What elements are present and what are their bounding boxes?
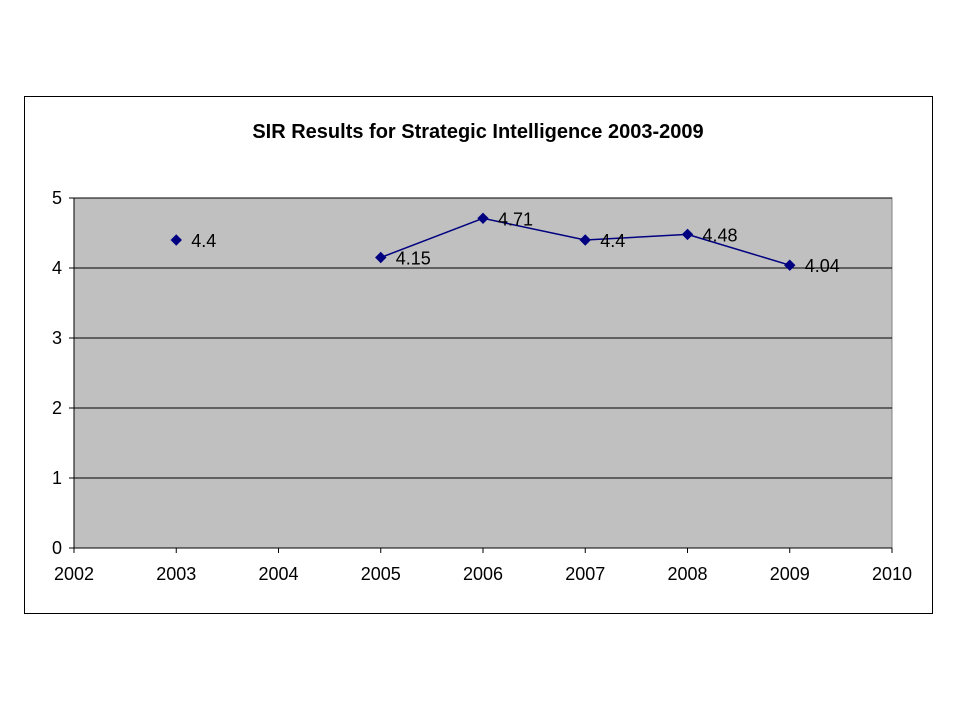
plot-area bbox=[73, 197, 893, 549]
x-tick-label: 2002 bbox=[54, 564, 94, 584]
data-label: 4.4 bbox=[600, 231, 625, 251]
chart-frame: SIR Results for Strategic Intelligence 2… bbox=[24, 96, 933, 614]
x-tick-label: 2010 bbox=[872, 564, 912, 584]
data-point-marker bbox=[170, 234, 182, 246]
data-point-marker bbox=[681, 228, 694, 241]
data-labels: 4.4 4.15 4.71 4.4 4.48 4.04 bbox=[191, 209, 840, 276]
x-tick-label: 2003 bbox=[156, 564, 196, 584]
series-line-segment bbox=[585, 233, 688, 241]
series-line-segment bbox=[380, 217, 484, 259]
chart-title: SIR Results for Strategic Intelligence 2… bbox=[252, 121, 703, 143]
gridlines bbox=[74, 197, 892, 479]
y-tick-label: 5 bbox=[52, 188, 62, 208]
x-tick-label: 2007 bbox=[565, 564, 605, 584]
data-label: 4.71 bbox=[498, 209, 533, 229]
data-label: 4.04 bbox=[805, 256, 840, 276]
x-tick-label: 2004 bbox=[258, 564, 298, 584]
data-label: 4.48 bbox=[703, 225, 738, 245]
data-point-marker bbox=[579, 234, 591, 246]
axes: 0 1 2 3 4 5 2002 2003 2004 2005 2006 2007 2008 2009 20… bbox=[52, 188, 912, 584]
data-label: 4.15 bbox=[396, 249, 431, 269]
x-tick-label: 2005 bbox=[361, 564, 401, 584]
data-point-marker bbox=[784, 259, 796, 271]
x-tick-label: 2008 bbox=[667, 564, 707, 584]
data-label: 4.4 bbox=[191, 231, 216, 251]
chart-svg: SIR Results for Strategic Intelligence 2… bbox=[52, 121, 912, 584]
data-point-marker bbox=[477, 212, 489, 225]
y-tick-label: 3 bbox=[52, 328, 62, 348]
y-tick-label: 0 bbox=[52, 538, 62, 558]
y-tick-label: 4 bbox=[52, 258, 62, 278]
series-line-segment bbox=[482, 217, 586, 241]
y-tick-label: 1 bbox=[52, 468, 62, 488]
series-line-segment bbox=[687, 233, 790, 266]
series bbox=[170, 212, 796, 271]
data-point-marker bbox=[375, 251, 387, 264]
x-tick-label: 2009 bbox=[770, 564, 810, 584]
y-tick-label: 2 bbox=[52, 398, 62, 418]
x-tick-label: 2006 bbox=[463, 564, 503, 584]
